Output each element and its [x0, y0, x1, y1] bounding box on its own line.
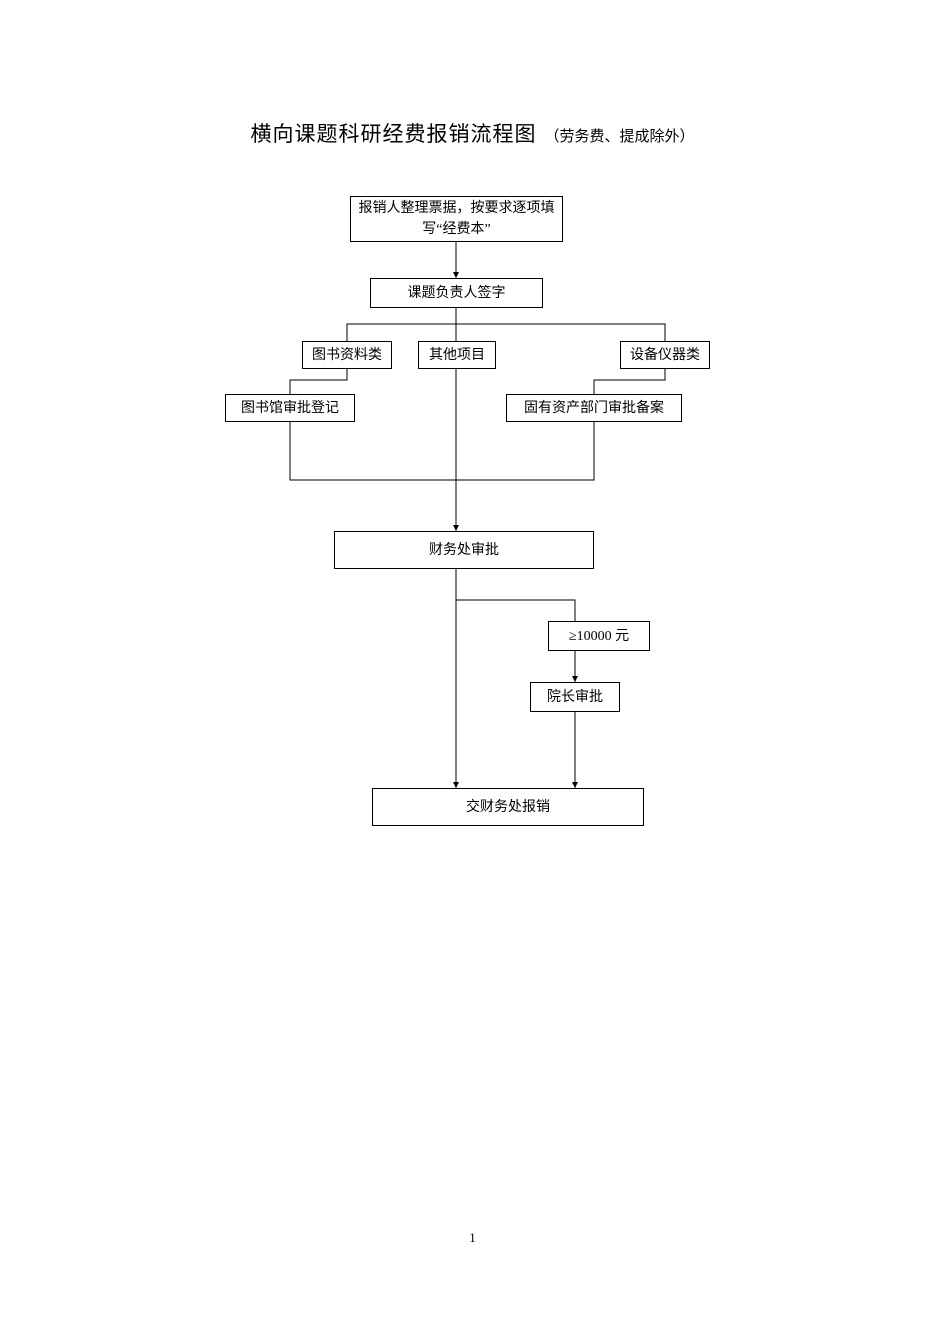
page-title: 横向课题科研经费报销流程图 （劳务费、提成除外） [0, 118, 945, 148]
flowchart-node-n8: 财务处审批 [334, 531, 594, 569]
flowchart-edge [456, 600, 575, 621]
flowchart-node-n4: 其他项目 [418, 341, 496, 369]
flowchart-edge [456, 324, 665, 341]
flowchart-node-n5: 设备仪器类 [620, 341, 710, 369]
page-number: 1 [0, 1230, 945, 1246]
flowchart-edge [290, 369, 347, 394]
flowchart-node-n7: 固有资产部门审批备案 [506, 394, 682, 422]
flowchart-edge [456, 422, 594, 480]
flowchart-edge [290, 422, 456, 480]
flowchart-node-n1: 报销人整理票据，按要求逐项填写“经费本” [350, 196, 563, 242]
title-main: 横向课题科研经费报销流程图 [250, 122, 536, 146]
flowchart-node-n2: 课题负责人签字 [370, 278, 543, 308]
flowchart-edge [594, 369, 665, 394]
flowchart-node-n9: ≥10000 元 [548, 621, 650, 651]
flowchart-node-n11: 交财务处报销 [372, 788, 644, 826]
flowchart-node-n6: 图书馆审批登记 [225, 394, 355, 422]
title-sub: （劳务费、提成除外） [544, 129, 694, 145]
page: 横向课题科研经费报销流程图 （劳务费、提成除外） 报销人整理票据，按要求逐项填写… [0, 0, 945, 1337]
flowchart-edge [347, 324, 456, 341]
flowchart-node-n10: 院长审批 [530, 682, 620, 712]
flowchart-node-n3: 图书资料类 [302, 341, 392, 369]
